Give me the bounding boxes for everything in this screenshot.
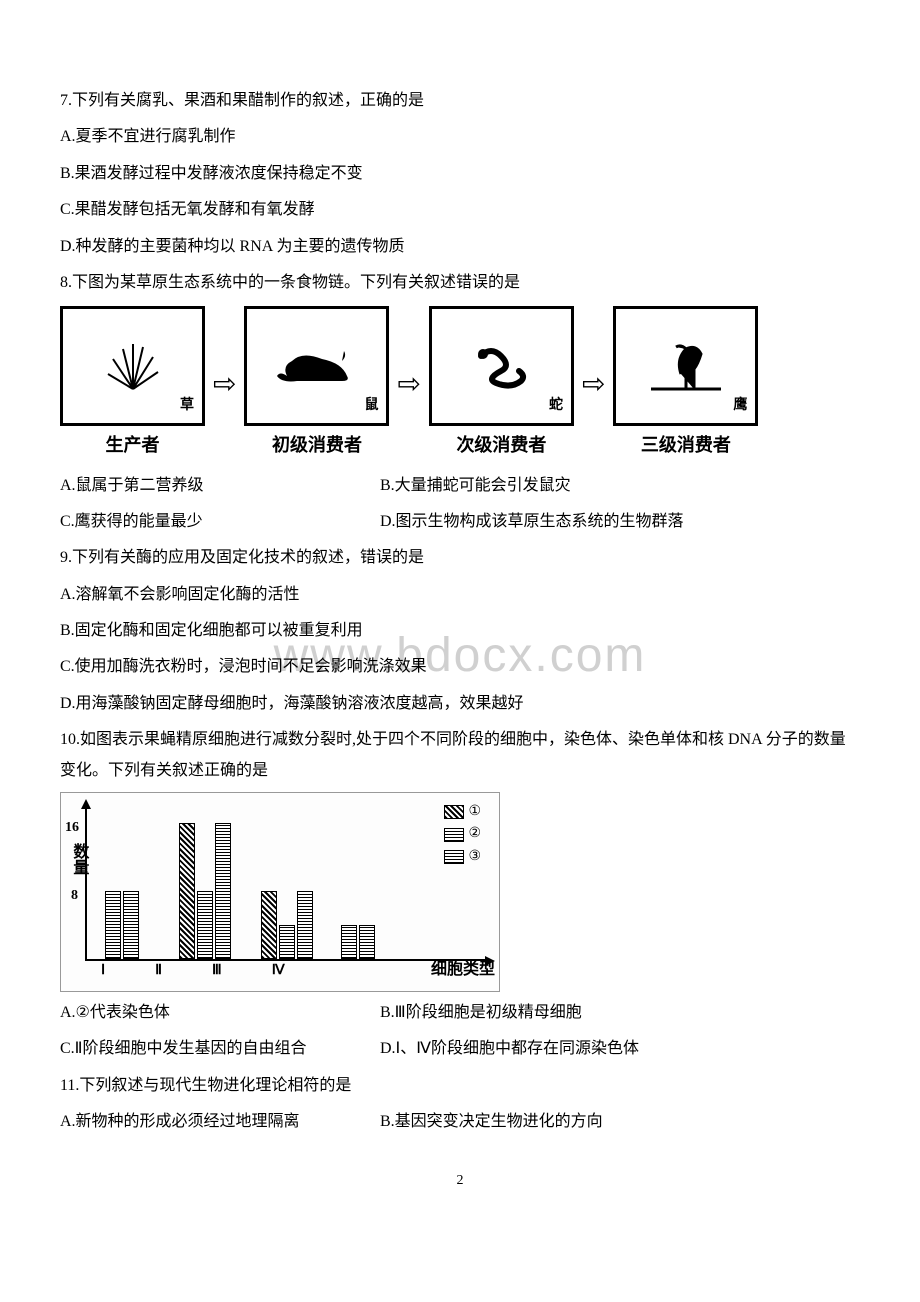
q7-opt-a: A.夏季不宜进行腐乳制作 <box>60 122 860 152</box>
q8-stem: 8.下图为某草原生态系统中的一条食物链。下列有关叙述错误的是 <box>60 268 860 298</box>
arrow-icon: ⇨ <box>397 358 420 411</box>
bar <box>297 891 313 959</box>
q9-stem: 9.下列有关酶的应用及固定化技术的叙述，错误的是 <box>60 543 860 573</box>
q8-opt-d: D.图示生物构成该草原生态系统的生物群落 <box>380 507 684 537</box>
q8-opt-a: A.鼠属于第二营养级 <box>60 471 380 501</box>
arrow-icon: ⇨ <box>213 358 236 411</box>
x-tick-labels: Ⅰ Ⅱ Ⅲ Ⅳ <box>101 958 285 985</box>
q7-stem: 7.下列有关腐乳、果酒和果醋制作的叙述，正确的是 <box>60 86 860 116</box>
q7-opt-d: D.种发酵的主要菌种均以 RNA 为主要的遗传物质 <box>60 232 860 262</box>
primary-consumer-label: 初级消费者 <box>272 428 362 462</box>
q7-opt-b: B.果酒发酵过程中发酵液浓度保持稳定不变 <box>60 159 860 189</box>
y-tick-16: 16 <box>65 815 79 842</box>
q10-opt-c: C.Ⅱ阶段细胞中发生基因的自由组合 <box>60 1034 380 1064</box>
q8-opt-b: B.大量捕蛇可能会引发鼠灾 <box>380 471 571 501</box>
x-tick-2: Ⅱ <box>155 958 162 985</box>
x-axis-title: 细胞类型 <box>431 955 495 985</box>
snake-icon <box>456 336 546 396</box>
bar <box>123 891 139 959</box>
legend-swatch-1 <box>444 805 464 819</box>
q8-opt-c: C.鹰获得的能量最少 <box>60 507 380 537</box>
q7-opt-c: C.果醋发酵包括无氧发酵和有氧发酵 <box>60 195 860 225</box>
bar-group-4 <box>341 925 375 959</box>
chart-legend: ① ② ③ <box>444 801 481 868</box>
snake-label: 蛇 <box>549 393 563 420</box>
grass-icon <box>88 336 178 396</box>
bar <box>215 823 231 959</box>
bar <box>341 925 357 959</box>
page-number: 2 <box>60 1168 860 1195</box>
bar <box>197 891 213 959</box>
q11-opt-b: B.基因突变决定生物进化的方向 <box>380 1107 603 1137</box>
bar <box>279 925 295 959</box>
q10-opt-b: B.Ⅲ阶段细胞是初级精母细胞 <box>380 998 582 1028</box>
q10-opt-d: D.Ⅰ、Ⅳ阶段细胞中都存在同源染色体 <box>380 1034 639 1064</box>
bar-group-2 <box>179 823 231 959</box>
q11-stem: 11.下列叙述与现代生物进化理论相符的是 <box>60 1071 860 1101</box>
q9-opt-a: A.溶解氧不会影响固定化酶的活性 <box>60 580 860 610</box>
q9-opt-b: B.固定化酶和固定化细胞都可以被重复利用 <box>60 616 860 646</box>
primary-consumer-node: 鼠 初级消费者 <box>244 306 389 462</box>
secondary-consumer-node: 蛇 次级消费者 <box>429 306 574 462</box>
y-axis <box>85 807 87 961</box>
x-tick-3: Ⅲ <box>212 958 222 985</box>
q11-opt-a: A.新物种的形成必须经过地理隔离 <box>60 1107 380 1137</box>
meiosis-bar-chart: 16 8 数量 ① ② ③ Ⅰ Ⅱ Ⅲ Ⅳ <box>60 792 500 992</box>
legend-swatch-3 <box>444 850 464 864</box>
bar <box>359 925 375 959</box>
y-axis-label: 数量 <box>63 843 93 875</box>
legend-swatch-2 <box>444 828 464 842</box>
producer-node: 草 生产者 <box>60 306 205 462</box>
mouse-icon <box>272 336 362 396</box>
q10-opt-a: A.②代表染色体 <box>60 998 380 1028</box>
arrow-icon: ⇨ <box>582 358 605 411</box>
mouse-label: 鼠 <box>364 393 378 420</box>
tertiary-consumer-node: 鹰 三级消费者 <box>613 306 758 462</box>
secondary-consumer-label: 次级消费者 <box>456 428 546 462</box>
grass-label: 草 <box>180 393 194 420</box>
x-tick-4: Ⅳ <box>272 958 285 985</box>
bar-group-3 <box>261 891 313 959</box>
food-chain-diagram: 草 生产者 ⇨ 鼠 初级消费者 ⇨ 蛇 次级消费者 ⇨ <box>60 306 860 462</box>
bar-group-1 <box>105 891 139 959</box>
tertiary-consumer-label: 三级消费者 <box>641 428 731 462</box>
eagle-icon <box>641 336 731 396</box>
bar <box>105 891 121 959</box>
producer-label: 生产者 <box>106 428 160 462</box>
bar <box>179 823 195 959</box>
legend-label-2: ② <box>468 823 481 845</box>
y-tick-8: 8 <box>71 883 78 910</box>
q9-opt-c: C.使用加酶洗衣粉时，浸泡时间不足会影响洗涤效果 <box>60 652 860 682</box>
q10-stem: 10.如图表示果蝇精原细胞进行减数分裂时,处于四个不同阶段的细胞中，染色体、染色… <box>60 725 860 786</box>
x-tick-1: Ⅰ <box>101 958 105 985</box>
eagle-label: 鹰 <box>733 393 747 420</box>
document-body: 7.下列有关腐乳、果酒和果醋制作的叙述，正确的是 A.夏季不宜进行腐乳制作 B.… <box>60 86 860 1194</box>
q9-opt-d: D.用海藻酸钠固定酵母细胞时，海藻酸钠溶液浓度越高，效果越好 <box>60 689 860 719</box>
legend-label-3: ③ <box>468 846 481 868</box>
bar <box>261 891 277 959</box>
legend-label-1: ① <box>468 801 481 823</box>
